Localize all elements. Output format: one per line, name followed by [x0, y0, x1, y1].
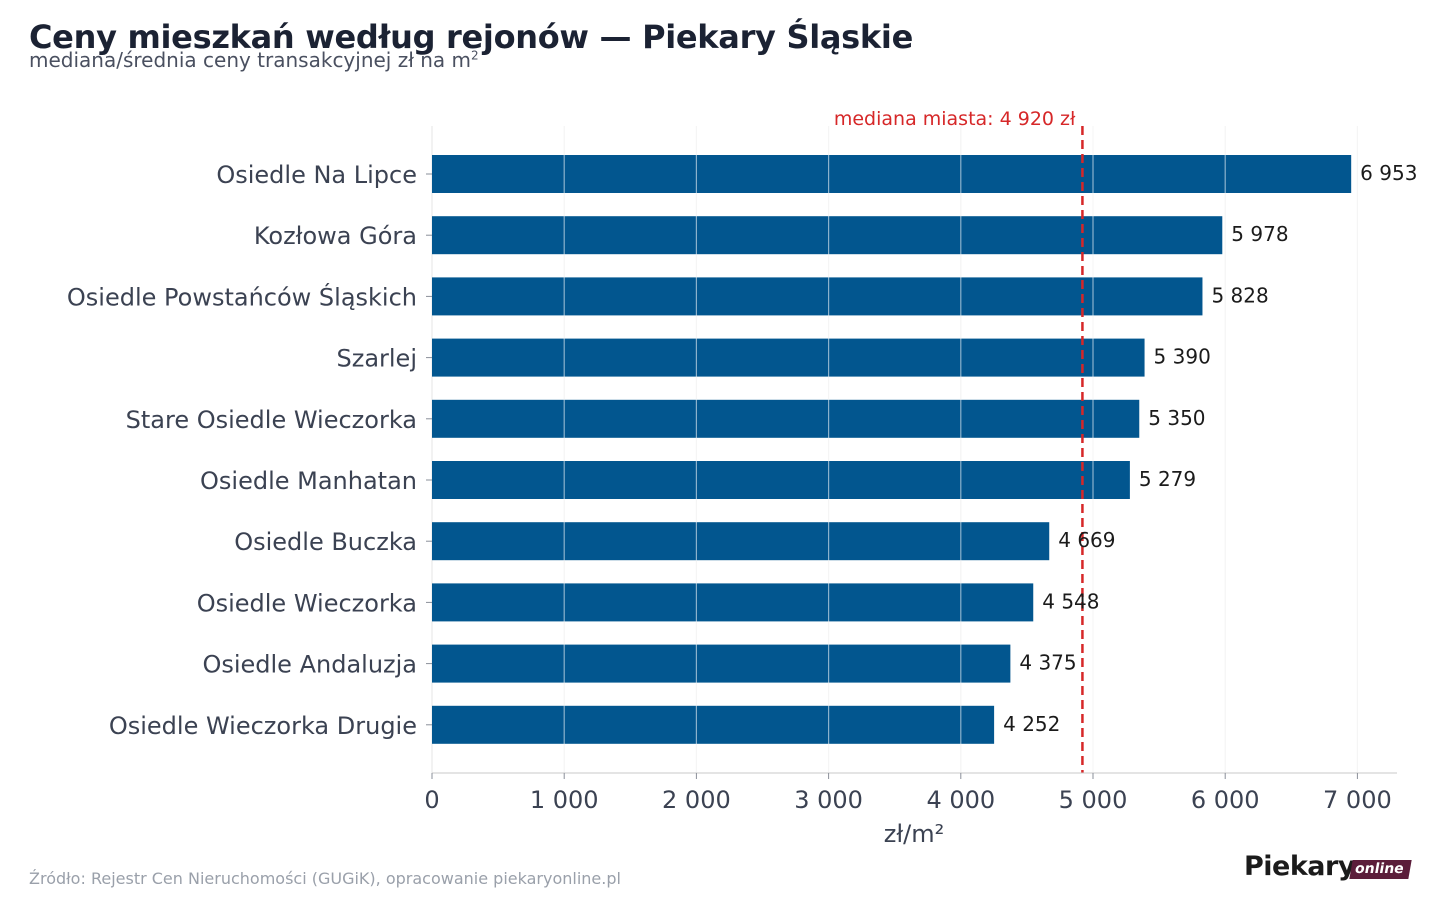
- value-label-0: 6 953: [1360, 161, 1417, 185]
- value-label-4: 5 350: [1148, 406, 1205, 430]
- category-label-1: Kozłowa Góra: [254, 222, 417, 250]
- value-label-8: 4 375: [1019, 651, 1076, 675]
- category-label-7: Osiedle Wieczorka: [197, 589, 417, 617]
- category-label-8: Osiedle Andaluzja: [202, 651, 417, 679]
- category-label-3: Szarlej: [336, 345, 417, 373]
- category-label-5: Osiedle Manhatan: [200, 467, 417, 495]
- source-note: Źródło: Rejestr Cen Nieruchomości (GUGiK…: [29, 869, 621, 888]
- bar-3: [432, 338, 1145, 377]
- category-label-0: Osiedle Na Lipce: [216, 161, 417, 189]
- value-label-5: 5 279: [1139, 467, 1196, 491]
- bar-0: [432, 155, 1352, 193]
- value-label-7: 4 548: [1042, 589, 1099, 613]
- category-label-2: Osiedle Powstańców Śląskich: [67, 281, 417, 311]
- bar-6: [432, 522, 1050, 561]
- bar-2: [432, 277, 1203, 316]
- bar-9: [432, 705, 995, 744]
- bar-4: [432, 399, 1140, 438]
- x-tick-label-6: 6 000: [1191, 786, 1260, 814]
- category-label-6: Osiedle Buczka: [234, 528, 417, 556]
- label-layer: Osiedle Na Lipce 6 953 Kozłowa Góra 5 978 Os…: [67, 161, 1418, 740]
- median-label: mediana miasta: 4 920 zł: [834, 108, 1076, 130]
- bar-5: [432, 461, 1130, 499]
- category-label-4: Stare Osiedle Wieczorka: [126, 406, 417, 434]
- brand-logo: Piekary online: [1244, 851, 1412, 882]
- reference-layer: mediana miasta: 4 920 zł: [834, 108, 1084, 773]
- bar-8: [432, 644, 1011, 683]
- subtitle-text: mediana/średnia ceny transakcyjnej zł na…: [29, 48, 472, 72]
- chart-title: Ceny mieszkań według rejonów — Piekary Ś…: [29, 18, 913, 56]
- x-tick-label-0: 0: [424, 786, 439, 814]
- axis-layer: 0 1 000 2 000 3 000 4 000 5 000 6 000 7 000 zł/m…: [424, 173, 1397, 848]
- x-tick-label-3: 3 000: [794, 786, 863, 814]
- x-tick-label-1: 1 000: [530, 786, 599, 814]
- value-label-6: 4 669: [1058, 528, 1115, 552]
- x-axis-title: zł/m²: [884, 820, 945, 848]
- subtitle-superscript: 2: [471, 48, 479, 63]
- chart-subtitle: mediana/średnia ceny transakcyjnej zł na…: [29, 48, 479, 72]
- logo-wordmark: Piekary: [1244, 851, 1355, 882]
- bar-1: [432, 216, 1223, 255]
- value-label-9: 4 252: [1003, 712, 1060, 736]
- x-tick-label-2: 2 000: [662, 786, 731, 814]
- bar-layer: [432, 126, 1359, 773]
- value-label-2: 5 828: [1211, 283, 1268, 307]
- x-tick-label-5: 5 000: [1059, 786, 1128, 814]
- category-label-9: Osiedle Wieczorka Drugie: [109, 712, 417, 740]
- value-label-1: 5 978: [1231, 222, 1288, 246]
- value-label-3: 5 390: [1154, 345, 1211, 369]
- bar-7: [432, 583, 1034, 622]
- logo-tag: online: [1349, 860, 1412, 879]
- x-tick-label-7: 7 000: [1323, 786, 1392, 814]
- x-tick-label-4: 4 000: [926, 786, 995, 814]
